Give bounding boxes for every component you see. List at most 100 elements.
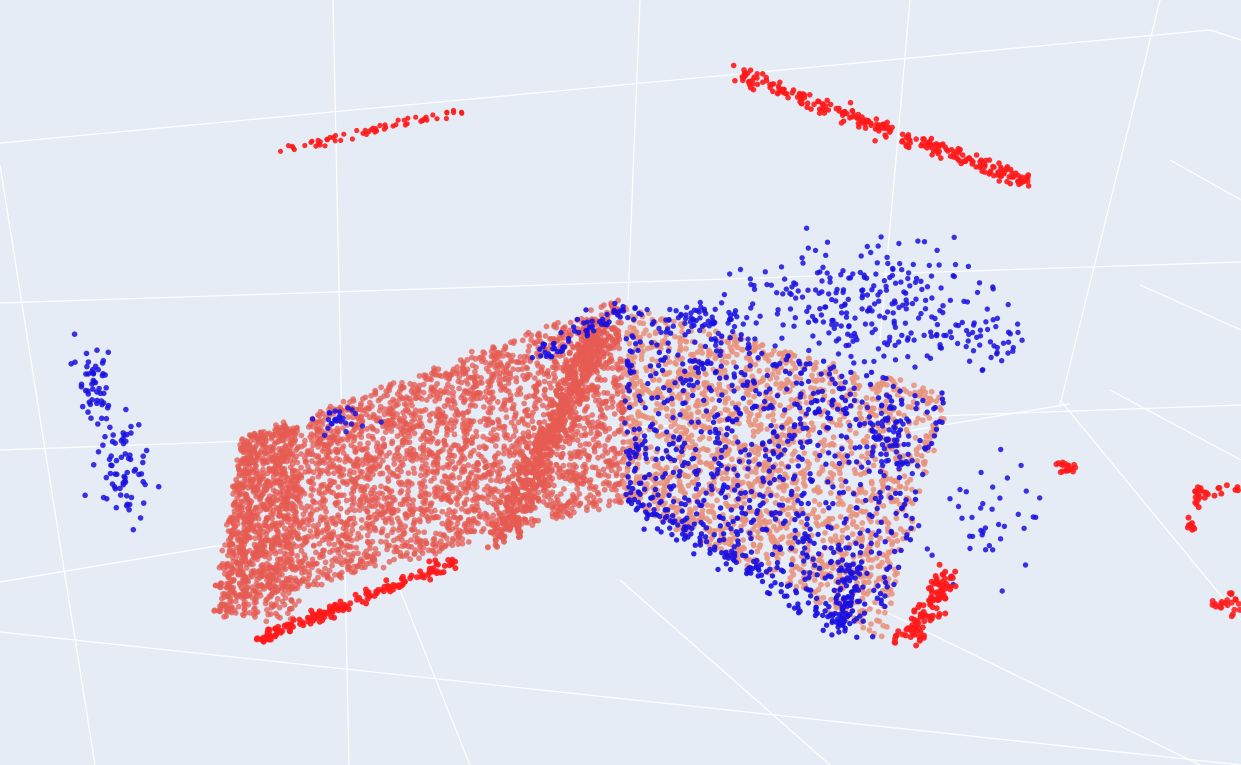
data-point	[107, 470, 114, 477]
data-point	[839, 112, 846, 118]
data-point	[273, 488, 279, 495]
data-point	[378, 384, 384, 391]
data-point	[98, 415, 105, 422]
data-point	[804, 100, 811, 106]
data-point	[276, 571, 283, 578]
data-point	[270, 494, 277, 501]
data-point	[560, 462, 567, 469]
data-point	[307, 479, 314, 486]
data-point	[267, 636, 274, 643]
data-point	[420, 450, 427, 457]
data-point	[354, 127, 360, 134]
data-point	[968, 157, 975, 163]
data-point	[576, 491, 583, 497]
data-point	[428, 500, 435, 506]
data-point	[489, 437, 496, 444]
data-point	[327, 477, 333, 484]
data-point	[407, 556, 414, 563]
data-point	[799, 91, 805, 97]
data-point	[472, 356, 479, 362]
data-point	[611, 411, 618, 417]
data-point	[487, 529, 494, 536]
data-point	[559, 514, 566, 520]
data-point	[305, 583, 311, 590]
data-point	[289, 428, 296, 435]
data-point	[103, 474, 110, 481]
data-point	[574, 486, 581, 492]
data-point	[429, 547, 435, 554]
data-point	[559, 451, 566, 457]
data-point	[438, 496, 445, 503]
data-point	[522, 353, 528, 360]
data-point	[326, 603, 333, 610]
data-point	[391, 456, 398, 462]
data-point	[597, 414, 604, 420]
data-point	[320, 481, 327, 488]
data-point	[569, 384, 576, 391]
data-point	[409, 457, 416, 464]
data-point	[276, 427, 282, 434]
data-point	[486, 399, 493, 406]
data-point	[412, 412, 419, 418]
data-point	[566, 327, 573, 334]
data-point	[335, 512, 341, 519]
data-point	[827, 101, 834, 108]
data-point	[435, 419, 442, 425]
data-point	[316, 487, 322, 493]
data-point	[360, 487, 367, 494]
data-point	[563, 505, 570, 512]
data-point	[546, 472, 553, 479]
data-point	[430, 536, 437, 543]
data-point	[117, 492, 124, 498]
data-point	[288, 500, 295, 507]
data-point	[322, 489, 328, 496]
data-point	[390, 586, 396, 593]
data-point	[417, 547, 424, 554]
data-point	[264, 560, 270, 567]
data-point	[270, 511, 277, 518]
data-point	[483, 388, 489, 395]
data-point	[230, 549, 237, 556]
data-point	[303, 458, 310, 465]
data-point	[244, 453, 251, 459]
data-point	[438, 373, 445, 380]
data-point	[577, 442, 584, 449]
data-point	[276, 541, 283, 547]
data-point	[136, 422, 142, 428]
data-point	[488, 490, 494, 497]
data-point	[484, 544, 491, 551]
data-point	[241, 606, 248, 612]
data-point	[113, 504, 120, 511]
data-point	[395, 445, 402, 451]
data-point	[390, 123, 396, 129]
data-point	[595, 344, 602, 351]
data-point	[590, 336, 597, 342]
data-point	[553, 461, 560, 468]
data-point	[380, 564, 387, 571]
data-point	[345, 414, 352, 420]
data-point	[343, 535, 350, 542]
data-point	[619, 408, 625, 415]
data-point	[531, 517, 538, 524]
data-point	[282, 566, 289, 572]
data-point	[335, 429, 341, 435]
data-point	[270, 565, 276, 571]
data-point	[298, 451, 304, 457]
data-point	[604, 437, 611, 443]
data-point	[266, 467, 273, 474]
data-point	[572, 453, 579, 460]
data-point	[373, 588, 380, 595]
data-point	[601, 365, 607, 371]
data-point	[238, 498, 245, 505]
data-point	[339, 478, 346, 485]
data-point	[237, 581, 243, 588]
data-point	[558, 508, 564, 515]
data-point	[445, 396, 451, 403]
data-point	[994, 172, 1001, 178]
data-point	[259, 492, 265, 499]
data-point	[399, 543, 406, 550]
data-point	[482, 464, 488, 471]
data-point	[517, 354, 524, 360]
